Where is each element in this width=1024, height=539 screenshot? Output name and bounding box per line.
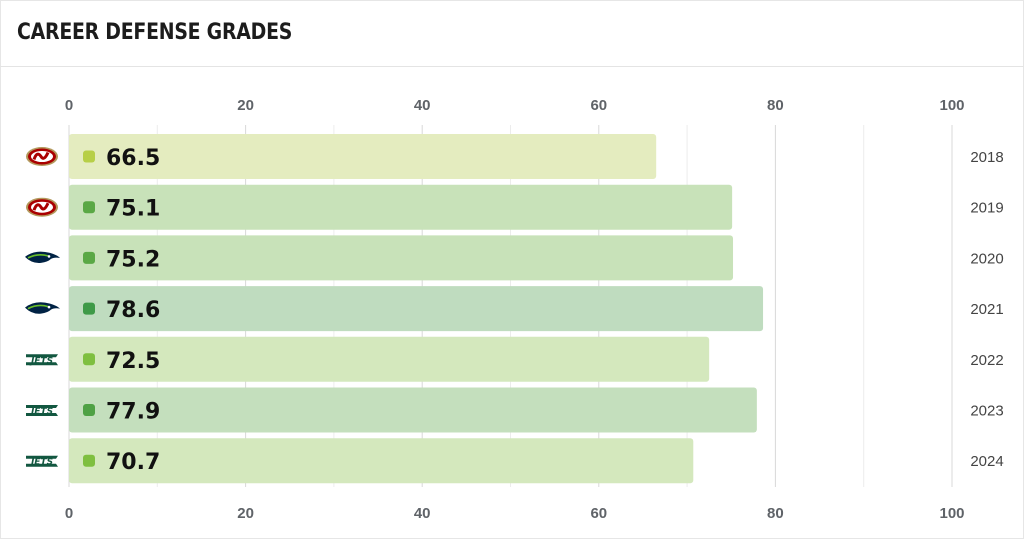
bar — [69, 438, 694, 484]
bar-value-label: 70.7 — [106, 450, 160, 475]
seahawks-logo-icon — [25, 251, 60, 264]
bar-value-label: 75.1 — [106, 197, 160, 222]
svg-text:JETS: JETS — [29, 407, 53, 417]
x-tick-label: 100 — [939, 97, 964, 114]
x-tick-label: 80 — [767, 97, 784, 114]
seahawks-logo-icon — [25, 302, 60, 314]
grade-dot — [83, 454, 95, 467]
bar — [69, 336, 710, 382]
grade-dot — [83, 150, 95, 163]
svg-text:JETS: JETS — [29, 356, 53, 366]
year-label: 2024 — [970, 453, 1003, 470]
year-label: 2023 — [970, 403, 1003, 420]
bar — [69, 387, 757, 433]
bar-value-label: 72.5 — [106, 349, 160, 374]
bar-value-label: 77.9 — [106, 400, 160, 425]
year-label: 2019 — [970, 200, 1003, 217]
grade-dot — [83, 251, 95, 264]
svg-text:JETS: JETS — [29, 458, 53, 468]
bar — [69, 134, 657, 179]
bar — [69, 286, 764, 332]
jets-logo-icon: JETS — [26, 354, 58, 366]
grade-dot — [83, 353, 95, 366]
x-tick-label: 0 — [65, 97, 73, 114]
x-tick-label: 60 — [590, 97, 607, 114]
grade-dot — [83, 302, 95, 315]
chart-header: CAREER DEFENSE GRADES — [0, 0, 1024, 67]
49ers-logo-icon — [26, 197, 58, 217]
bar — [69, 184, 733, 230]
jets-logo-icon: JETS — [26, 405, 58, 417]
grade-dot — [83, 404, 95, 416]
x-tick-label: 40 — [414, 505, 431, 522]
year-label: 2020 — [970, 250, 1003, 267]
x-tick-label: 0 — [65, 505, 73, 522]
x-tick-label: 20 — [237, 505, 254, 522]
x-tick-label: 100 — [939, 505, 964, 522]
49ers-logo-icon — [26, 147, 58, 166]
bar-value-label: 75.2 — [106, 247, 160, 272]
bar-value-label: 66.5 — [106, 146, 160, 171]
year-label: 2018 — [970, 149, 1003, 166]
bar — [69, 235, 734, 281]
chart-title: CAREER DEFENSE GRADES — [17, 20, 293, 45]
year-label: 2022 — [970, 352, 1003, 369]
x-tick-label: 40 — [414, 97, 431, 114]
x-tick-label: 80 — [767, 505, 784, 522]
bar-value-label: 78.6 — [106, 298, 160, 323]
year-label: 2021 — [970, 301, 1003, 318]
x-tick-label: 60 — [590, 505, 607, 522]
jets-logo-icon: JETS — [26, 455, 58, 468]
x-tick-label: 20 — [237, 97, 254, 114]
grade-dot — [83, 201, 95, 214]
